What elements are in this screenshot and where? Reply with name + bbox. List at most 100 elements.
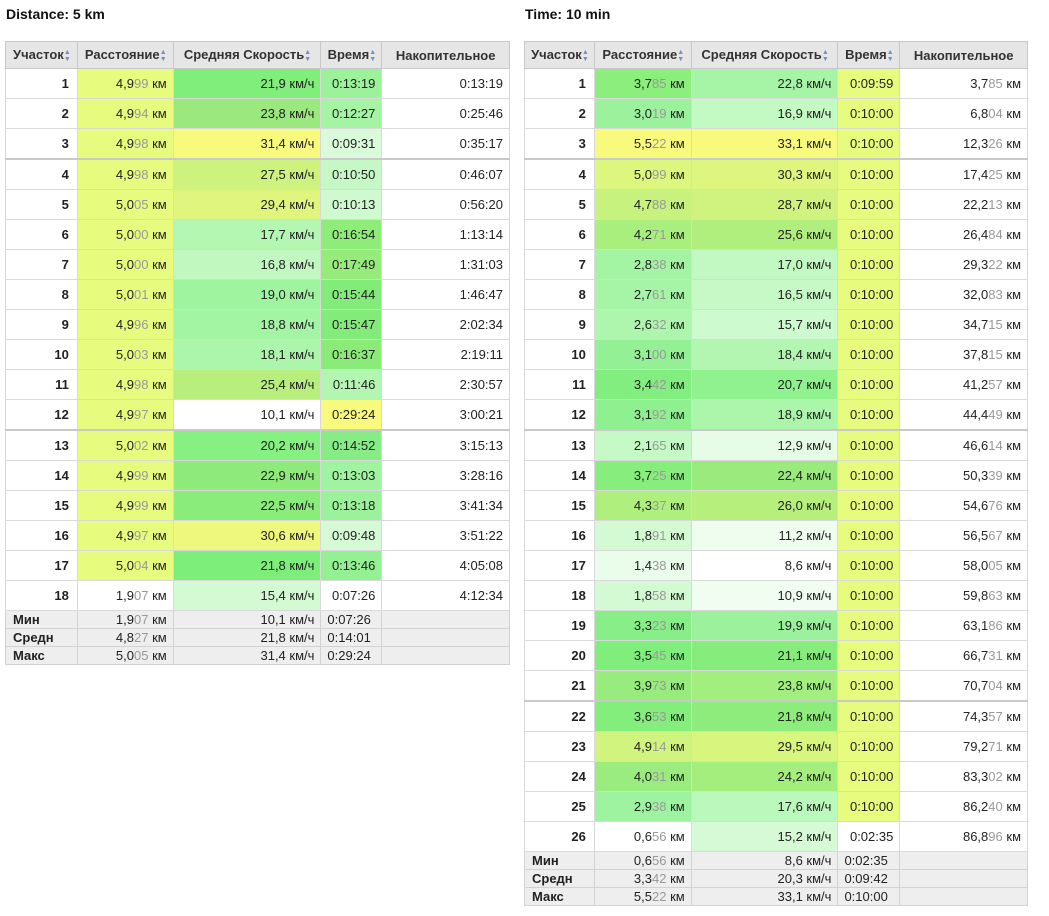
table-row: 5 4,788 км 28,7 км/ч 0:10:00 22,213 км	[524, 189, 1028, 220]
cumulative-cell: 1:13:14	[381, 219, 510, 250]
column-header[interactable]: Средняя Скорость▲▼	[172, 41, 322, 69]
cumulative-cell: 4:12:34	[381, 580, 510, 611]
distance-value-strong: 4,8	[115, 630, 134, 645]
distance-value-strong: 5,0	[633, 167, 652, 182]
table-row: 7 2,838 км 17,0 км/ч 0:10:00 29,322 км	[524, 249, 1028, 280]
distance-unit: км	[670, 347, 685, 362]
distance-value-light: 97	[133, 528, 149, 543]
cumulative-cell: 3:00:21	[381, 399, 510, 431]
segment-number: 10	[5, 339, 78, 370]
distance-cell: 5,001 км	[76, 279, 174, 310]
column-header[interactable]: Время▲▼	[837, 41, 901, 69]
column-header[interactable]: Расстояние▲▼	[593, 41, 692, 69]
distance-unit: км	[1006, 136, 1021, 151]
sort-arrows-icon[interactable]: ▲▼	[677, 48, 685, 63]
time-cell: 0:13:18	[320, 490, 383, 521]
distance-unit: км	[152, 498, 167, 513]
distance-value-strong: 3,3	[633, 871, 652, 886]
avg-speed-cell: 25,4 км/ч	[172, 369, 322, 400]
distance-unit: км	[1006, 498, 1021, 513]
cumulative-cell: 3:51:22	[381, 520, 510, 551]
table-row: 14 3,725 км 22,4 км/ч 0:10:00 50,339 км	[524, 460, 1028, 491]
avg-speed-cell: 11,2 км/ч	[690, 520, 839, 551]
column-header[interactable]: Расстояние▲▼	[76, 41, 174, 69]
table-row: 5 5,005 км 29,4 км/ч 0:10:13 0:56:20	[5, 189, 510, 220]
summary-row: Мин 1,907 км 10,1 км/ч 0:07:26	[5, 610, 510, 629]
column-header[interactable]: Время▲▼	[320, 41, 383, 69]
column-header[interactable]: Участок▲▼	[5, 41, 78, 69]
segment-number: 19	[524, 610, 595, 641]
column-header[interactable]: Участок▲▼	[524, 41, 595, 69]
segment-number: 4	[5, 158, 78, 190]
table-row: 2 3,019 км 16,9 км/ч 0:10:00 6,804 км	[524, 98, 1028, 129]
sort-arrows-icon[interactable]: ▲▼	[886, 48, 894, 63]
table-row: 1 3,785 км 22,8 км/ч 0:09:59 3,785 км	[524, 68, 1028, 99]
avg-speed-cell: 27,5 км/ч	[172, 158, 322, 190]
segment-number: 8	[5, 279, 78, 310]
distance-value-strong: 4,9	[115, 377, 134, 392]
time-cell: 0:10:00	[837, 791, 901, 822]
sort-arrows-icon[interactable]: ▲▼	[304, 48, 312, 63]
distance-value-strong: 54,6	[962, 498, 989, 513]
distance-value-light: 58	[651, 588, 667, 603]
distance-value-strong: 56,5	[962, 528, 989, 543]
distance-unit: км	[1006, 317, 1021, 332]
distance-cell: 5,000 км	[76, 219, 174, 250]
distance-value-strong: 74,3	[962, 709, 989, 724]
distance-value-light: 22	[651, 136, 667, 151]
sort-arrows-icon[interactable]: ▲▼	[159, 48, 167, 63]
distance-value-light: 01	[133, 287, 149, 302]
avg-speed-cell: 15,2 км/ч	[690, 821, 839, 852]
distance-cell: 4,997 км	[76, 399, 174, 431]
sort-arrows-icon[interactable]: ▲▼	[821, 48, 829, 63]
distance-cell: 2,165 км	[593, 429, 692, 461]
time-cell: 0:11:46	[320, 369, 383, 400]
distance-cell: 4,997 км	[76, 520, 174, 551]
avg-speed-cell: 24,2 км/ч	[690, 761, 839, 792]
column-header[interactable]: Накопительное	[381, 41, 510, 69]
sort-arrows-icon[interactable]: ▲▼	[63, 48, 71, 63]
table-row: 14 4,999 км 22,9 км/ч 0:13:03 3:28:16	[5, 460, 510, 491]
distance-value-light: 14	[988, 438, 1003, 453]
table-row: 6 5,000 км 17,7 км/ч 0:16:54 1:13:14	[5, 219, 510, 250]
distance-unit: км	[1006, 377, 1021, 392]
distance-unit: км	[670, 377, 685, 392]
distance-cell: 4,914 км	[593, 731, 692, 762]
cumulative-cell: 1:46:47	[381, 279, 510, 310]
table-row: 16 4,997 км 30,6 км/ч 0:09:48 3:51:22	[5, 520, 510, 551]
avg-speed-cell: 18,1 км/ч	[172, 339, 322, 370]
distance-value-light: 07	[133, 612, 149, 627]
distance-value-light: 05	[133, 648, 149, 663]
segment-number: 15	[5, 490, 78, 521]
distance-cell: 2,838 км	[593, 249, 692, 280]
distance-unit: км	[1006, 287, 1021, 302]
distance-value-light: 71	[988, 739, 1003, 754]
sort-arrows-icon[interactable]: ▲▼	[369, 48, 377, 63]
time-cell: 0:13:19	[320, 68, 383, 99]
distance-value-light: 03	[133, 347, 149, 362]
distance-value-light: 38	[651, 558, 667, 573]
time-cell: 0:07:26	[320, 580, 383, 611]
distance-value-strong: 17,4	[962, 167, 989, 182]
distance-unit: км	[670, 799, 685, 814]
distance-value-strong: 50,3	[962, 468, 989, 483]
segment-number: 18	[5, 580, 78, 611]
distance-unit: км	[152, 136, 167, 151]
distance-unit: км	[670, 588, 685, 603]
distance-unit: км	[1006, 106, 1021, 121]
distance-unit: км	[1006, 76, 1021, 91]
column-header[interactable]: Средняя Скорость▲▼	[690, 41, 839, 69]
distance-unit: км	[152, 558, 167, 573]
cumulative-cell: 3:15:13	[381, 429, 510, 461]
column-header[interactable]: Накопительное	[899, 41, 1028, 69]
sort-arrows-icon[interactable]: ▲▼	[581, 48, 589, 63]
distance-cell: 4,271 км	[593, 219, 692, 250]
distance-unit: км	[1006, 227, 1021, 242]
distance-value-strong: 12,3	[962, 136, 989, 151]
cumulative-cell: 29,322 км	[899, 249, 1028, 280]
distance-unit: км	[1006, 468, 1021, 483]
summary-empty	[899, 851, 1028, 870]
table-row: 25 2,938 км 17,6 км/ч 0:10:00 86,240 км	[524, 791, 1028, 822]
table-row: 13 5,002 км 20,2 км/ч 0:14:52 3:15:13	[5, 429, 510, 461]
distance-unit: км	[670, 438, 685, 453]
